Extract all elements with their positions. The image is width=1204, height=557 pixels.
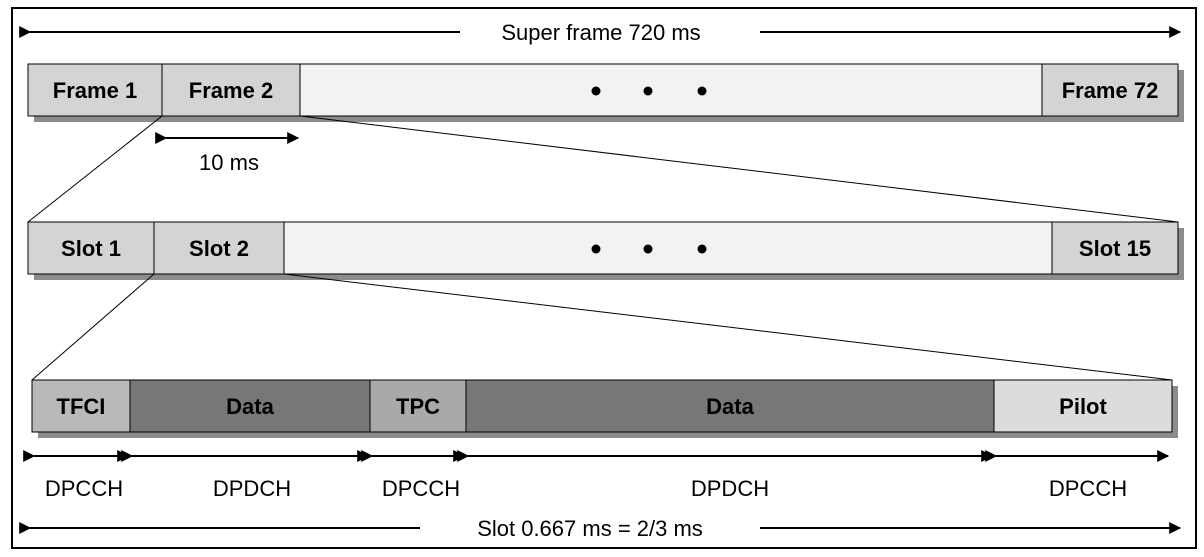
data-field-2 [465,379,995,433]
channel-label-3: DPCCH [382,476,460,501]
slot-duration-label: Slot 0.667 ms = 2/3 ms [477,516,703,541]
channel-label-1: DPCCH [45,476,123,501]
super-frame-label: Super frame 720 ms [501,20,700,45]
tpc-field [369,379,467,433]
data-label-2: Data [706,394,754,419]
zoom-lines-frame [27,115,1179,223]
channel-label-5: DPCCH [1049,476,1127,501]
tfci-field [31,379,131,433]
tfci-label: TFCI [57,394,106,419]
frame-72-box [1041,63,1179,117]
frame-2-label: Frame 2 [189,78,273,103]
frame-2-box [161,63,301,117]
pilot-field [993,379,1173,433]
tpc-label: TPC [396,394,440,419]
ellipsis-dots-frames [591,86,707,96]
slot-1-box [27,221,155,275]
slot-2-label: Slot 2 [189,236,249,261]
slot-15-box [1051,221,1179,275]
pilot-label: Pilot [1059,394,1107,419]
data-field-1 [129,379,371,433]
frame-1-box [27,63,163,117]
slot-2-box [153,221,285,275]
data-label-1: Data [226,394,274,419]
frame-1-label: Frame 1 [53,78,137,103]
slot-1-label: Slot 1 [61,236,121,261]
channel-label-2: DPDCH [213,476,291,501]
ellipsis-dots-slots [591,244,707,254]
zoom-lines-slot [31,273,1173,381]
channel-label-4: DPDCH [691,476,769,501]
frame-72-label: Frame 72 [1062,78,1159,103]
slot-15-label: Slot 15 [1079,236,1151,261]
frame-duration-label: 10 ms [199,150,259,175]
